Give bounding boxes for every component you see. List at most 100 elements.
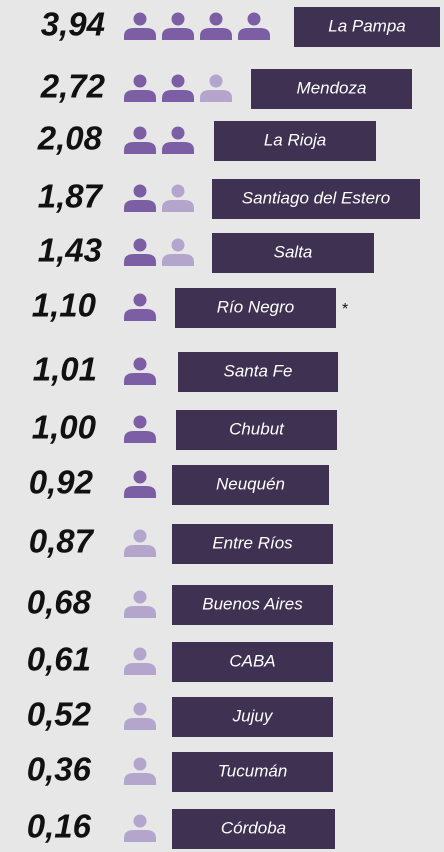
value-label: 1,43	[38, 232, 102, 269]
category-label: Buenos Aires	[202, 594, 303, 613]
value-label: 2,08	[37, 120, 103, 157]
value-label: 2,72	[40, 68, 106, 105]
person-body	[162, 142, 194, 154]
person-icons	[124, 814, 156, 842]
annotation: *	[342, 301, 348, 318]
person-head	[133, 757, 147, 771]
person-head	[133, 814, 147, 828]
value-label: 0,16	[27, 808, 92, 845]
category-box	[175, 288, 336, 328]
value-label: 0,36	[27, 751, 92, 788]
person-head	[133, 702, 147, 716]
person-icons	[124, 126, 194, 154]
person-head	[133, 74, 147, 88]
person-head	[171, 74, 185, 88]
person-head	[171, 126, 185, 140]
category-box	[178, 352, 338, 392]
person-body	[162, 90, 194, 102]
person-head	[133, 238, 147, 252]
person-head	[209, 74, 223, 88]
person-body	[124, 254, 156, 266]
person-head	[209, 12, 223, 26]
category-box	[212, 233, 374, 273]
person-icons	[124, 757, 156, 785]
category-label: La Rioja	[264, 130, 326, 149]
category-label: Tucumán	[218, 761, 288, 780]
category-label: CABA	[229, 651, 275, 670]
person-body	[124, 309, 156, 321]
category-label: Santa Fe	[224, 361, 293, 380]
value-label: 0,52	[27, 696, 92, 733]
category-label: La Pampa	[328, 16, 406, 35]
person-body	[124, 486, 156, 498]
category-box	[212, 179, 420, 219]
category-box	[172, 465, 329, 505]
category-label: Chubut	[229, 419, 285, 438]
category-box	[176, 410, 337, 450]
person-head	[133, 529, 147, 543]
person-head	[133, 357, 147, 371]
category-box	[251, 69, 412, 109]
person-icons	[124, 470, 156, 498]
person-head	[133, 647, 147, 661]
value-label: 1,00	[32, 409, 97, 446]
value-label: 0,68	[27, 584, 92, 621]
category-label: Entre Ríos	[212, 533, 293, 552]
person-icons	[124, 238, 194, 266]
category-box	[172, 524, 333, 564]
person-icons	[124, 590, 156, 618]
category-label: Río Negro	[217, 297, 294, 316]
category-label: Santiago del Estero	[242, 188, 390, 207]
person-head	[171, 238, 185, 252]
person-head	[133, 126, 147, 140]
category-box	[294, 7, 440, 47]
person-body	[124, 718, 156, 730]
category-label: Neuquén	[216, 474, 285, 493]
value-label: 3,94	[41, 6, 105, 43]
person-head	[133, 470, 147, 484]
person-head	[171, 184, 185, 198]
person-body	[200, 90, 232, 102]
person-icons	[124, 12, 270, 40]
person-icons	[124, 647, 156, 675]
person-body	[162, 254, 194, 266]
person-icons	[124, 184, 194, 212]
value-label: 1,10	[32, 287, 97, 324]
category-box	[172, 809, 335, 849]
category-label: Mendoza	[297, 78, 367, 97]
category-box	[172, 585, 333, 625]
person-body	[162, 200, 194, 212]
person-icons	[124, 702, 156, 730]
person-body	[162, 28, 194, 40]
person-body	[124, 606, 156, 618]
person-icons	[124, 74, 232, 102]
category-label: Jujuy	[232, 706, 274, 725]
category-box	[214, 121, 376, 161]
category-label: Salta	[274, 242, 313, 261]
person-head	[133, 184, 147, 198]
person-body	[124, 773, 156, 785]
value-label: 0,87	[29, 523, 95, 560]
person-icons	[124, 529, 156, 557]
value-label: 1,87	[38, 178, 104, 215]
person-icons	[124, 415, 156, 443]
person-icons	[124, 293, 156, 321]
category-box	[172, 642, 333, 682]
person-body	[124, 373, 156, 385]
person-body	[124, 28, 156, 40]
person-body	[124, 431, 156, 443]
person-body	[124, 830, 156, 842]
person-head	[133, 293, 147, 307]
value-label: 1,01	[33, 351, 97, 388]
category-box	[172, 697, 333, 737]
person-head	[247, 12, 261, 26]
person-head	[133, 12, 147, 26]
person-body	[238, 28, 270, 40]
person-head	[171, 12, 185, 26]
category-label: Córdoba	[221, 818, 286, 837]
person-body	[124, 90, 156, 102]
person-body	[124, 142, 156, 154]
category-box	[172, 752, 333, 792]
